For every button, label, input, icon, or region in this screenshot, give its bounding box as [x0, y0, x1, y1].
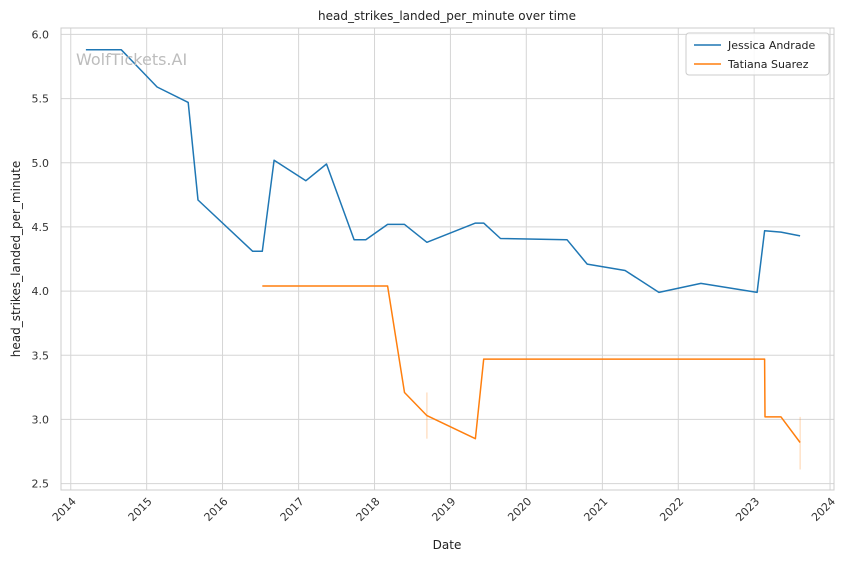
y-tick-label: 3.0 — [32, 413, 50, 426]
y-axis-ticks: 2.5 3.0 3.5 4.0 4.5 5.0 5.5 6.0 — [32, 28, 50, 490]
axes-border — [60, 27, 835, 491]
grid — [61, 28, 834, 490]
plot-area — [61, 28, 834, 490]
series-layer — [85, 49, 801, 470]
legend-box — [685, 32, 830, 76]
legend: Jessica Andrade Tatiana Suarez — [685, 32, 830, 76]
y-tick-label: 5.0 — [32, 157, 50, 170]
y-tick-label: 5.5 — [32, 93, 50, 106]
chart-title: head_strikes_landed_per_minute over time — [318, 9, 576, 23]
y-tick-label: 4.5 — [32, 221, 50, 234]
y-axis-label: head_strikes_landed_per_minute — [9, 161, 23, 358]
x-axis-label: Date — [433, 538, 462, 552]
y-tick-label: 6.0 — [32, 28, 50, 41]
y-tick-label: 2.5 — [32, 478, 50, 491]
legend-label-jessica-andrade: Jessica Andrade — [727, 39, 816, 52]
y-tick-label: 4.0 — [32, 285, 50, 298]
watermark: WolfTickets.AI — [76, 50, 187, 69]
series-line-tatiana-suarez — [262, 285, 801, 443]
legend-label-tatiana-suarez: Tatiana Suarez — [727, 58, 809, 71]
series-line-jessica-andrade — [85, 49, 801, 294]
y-tick-label: 3.5 — [32, 349, 50, 362]
axes-frame — [60, 27, 835, 491]
